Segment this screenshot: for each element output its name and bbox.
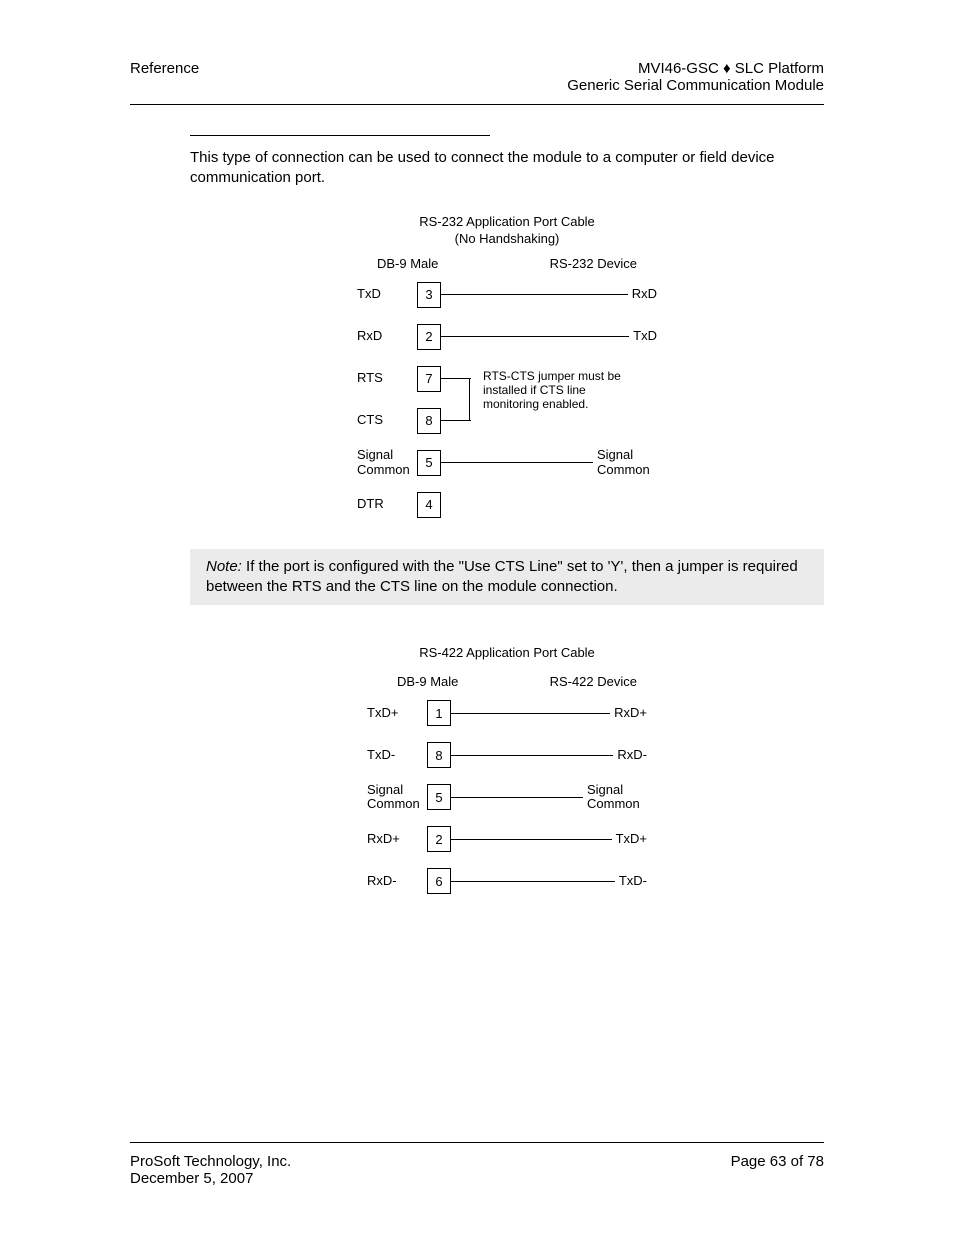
page: Reference MVI46-GSC ♦ SLC Platform Gener… xyxy=(0,0,954,1235)
pin-box: 5 xyxy=(417,450,441,476)
pin-box: 1 xyxy=(427,700,451,726)
pin-label-left: Signal Common xyxy=(367,783,427,812)
content-area: This type of connection can be used to c… xyxy=(130,105,824,895)
pin-label-left: CTS xyxy=(357,413,417,427)
rs232-title: RS-232 Application Port Cable xyxy=(357,214,657,229)
header-right: MVI46-GSC ♦ SLC Platform Generic Serial … xyxy=(567,60,824,94)
wire xyxy=(441,294,628,295)
wire xyxy=(451,881,615,882)
pin-label-left: RxD xyxy=(357,329,417,343)
pin-label-left: TxD xyxy=(357,287,417,301)
header-left: Reference xyxy=(130,60,199,77)
pin-label-left: Signal Common xyxy=(357,448,417,477)
note-text: If the port is configured with the "Use … xyxy=(206,558,798,595)
wire xyxy=(451,797,583,798)
cts-note: Note: If the port is configured with the… xyxy=(190,549,824,606)
pin-label-right: RxD+ xyxy=(610,706,647,720)
pin-label-right: Signal Common xyxy=(593,448,657,477)
wire-short xyxy=(441,378,471,379)
pin-box: 8 xyxy=(427,742,451,768)
pin-box: 6 xyxy=(427,868,451,894)
pin-label-right: RxD xyxy=(628,287,657,301)
rs422-row: RxD+ 2 TxD+ xyxy=(367,825,647,853)
header-subtitle: Generic Serial Communication Module xyxy=(567,77,824,94)
rts-cts-jumper xyxy=(469,379,470,421)
rs232-row-cts: CTS 8 xyxy=(357,407,657,435)
rs232-row-dtr: DTR 4 xyxy=(357,491,657,519)
footer-left: ProSoft Technology, Inc. December 5, 200… xyxy=(130,1153,291,1187)
wire xyxy=(451,755,613,756)
footer-date: December 5, 2007 xyxy=(130,1170,291,1187)
pin-label-right: TxD xyxy=(629,329,657,343)
intro-paragraph: This type of connection can be used to c… xyxy=(190,148,824,189)
rs232-diagram: RS-232 Application Port Cable (No Handsh… xyxy=(357,214,657,519)
pin-label-left: DTR xyxy=(357,497,417,511)
rs232-subtitle: (No Handshaking) xyxy=(357,231,657,246)
pin-box: 4 xyxy=(417,492,441,518)
wire xyxy=(451,839,612,840)
pin-label-left: RxD+ xyxy=(367,832,427,846)
pin-box: 3 xyxy=(417,282,441,308)
page-footer: ProSoft Technology, Inc. December 5, 200… xyxy=(130,1142,824,1187)
section-rule xyxy=(190,135,490,136)
rs232-column-headers: DB-9 Male RS-232 Device xyxy=(377,256,637,271)
rs232-row-txd: TxD 3 RxD xyxy=(357,281,657,309)
pin-label-left: RTS xyxy=(357,371,417,385)
rs422-col-left: DB-9 Male xyxy=(397,674,458,689)
rs422-column-headers: DB-9 Male RS-422 Device xyxy=(397,674,637,689)
pin-box: 2 xyxy=(417,324,441,350)
rs232-col-left: DB-9 Male xyxy=(377,256,438,271)
header-product: MVI46-GSC ♦ SLC Platform xyxy=(567,60,824,77)
rs422-col-right: RS-422 Device xyxy=(550,674,637,689)
rs422-diagram: RS-422 Application Port Cable DB-9 Male … xyxy=(367,645,647,895)
pin-label-left: TxD- xyxy=(367,748,427,762)
pin-label-right: RxD- xyxy=(613,748,647,762)
rs422-row: Signal Common 5 Signal Common xyxy=(367,783,647,811)
pin-box: 8 xyxy=(417,408,441,434)
wire xyxy=(441,336,629,337)
rs422-row: TxD+ 1 RxD+ xyxy=(367,699,647,727)
note-label: Note: xyxy=(206,558,242,575)
pin-label-right: TxD+ xyxy=(612,832,647,846)
rs422-row: TxD- 8 RxD- xyxy=(367,741,647,769)
rs422-title: RS-422 Application Port Cable xyxy=(367,645,647,660)
pin-box: 5 xyxy=(427,784,451,810)
wire xyxy=(441,462,593,463)
rs232-row-signal-common: Signal Common 5 Signal Common xyxy=(357,449,657,477)
pin-label-right: Signal Common xyxy=(583,783,647,812)
jumper-note: RTS-CTS jumper must be installed if CTS … xyxy=(477,369,643,412)
rs232-row-rts: RTS 7 RTS-CTS jumper must be installed i… xyxy=(357,365,657,393)
pin-label-left: TxD+ xyxy=(367,706,427,720)
rs422-row: RxD- 6 TxD- xyxy=(367,867,647,895)
pin-box: 7 xyxy=(417,366,441,392)
rs232-col-right: RS-232 Device xyxy=(550,256,637,271)
pin-label-left: RxD- xyxy=(367,874,427,888)
wire-short xyxy=(441,420,471,421)
pin-box: 2 xyxy=(427,826,451,852)
footer-company: ProSoft Technology, Inc. xyxy=(130,1153,291,1170)
page-header: Reference MVI46-GSC ♦ SLC Platform Gener… xyxy=(130,60,824,105)
footer-page: Page 63 of 78 xyxy=(731,1153,824,1187)
rs232-row-rxd: RxD 2 TxD xyxy=(357,323,657,351)
pin-label-right: TxD- xyxy=(615,874,647,888)
wire xyxy=(451,713,610,714)
